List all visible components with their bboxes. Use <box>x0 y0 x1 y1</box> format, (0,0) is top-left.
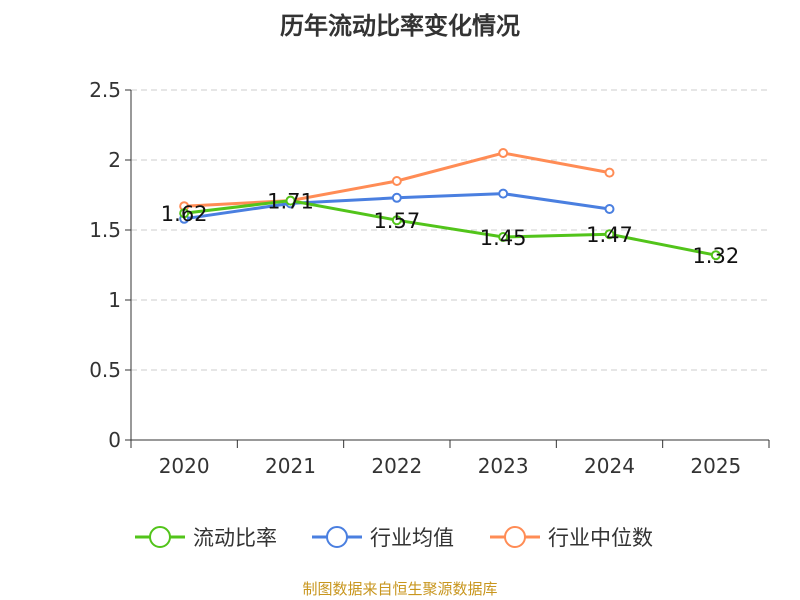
legend-label: 行业中位数 <box>548 526 653 550</box>
data-label: 1.45 <box>480 226 527 250</box>
data-point <box>498 188 509 199</box>
x-tick-label: 2023 <box>478 454 529 478</box>
data-label: 1.62 <box>161 202 208 226</box>
data-label: 1.47 <box>586 223 633 247</box>
x-tick-label: 2020 <box>159 454 210 478</box>
y-tick-label: 2.5 <box>89 78 121 102</box>
legend-marker <box>326 526 348 548</box>
data-point <box>604 229 615 240</box>
legend-label: 行业均值 <box>370 526 454 550</box>
x-tick-label: 2021 <box>265 454 316 478</box>
data-point <box>391 192 402 203</box>
y-tick-label: 1.5 <box>89 218 121 242</box>
x-tick-label: 2024 <box>584 454 635 478</box>
data-point <box>710 250 721 261</box>
chart-title: 历年流动比率变化情况 <box>280 12 520 40</box>
data-point <box>391 215 402 226</box>
x-tick-label: 2022 <box>371 454 422 478</box>
data-point <box>604 167 615 178</box>
legend-label: 流动比率 <box>193 526 277 550</box>
data-point <box>604 204 615 214</box>
data-label: 1.57 <box>373 209 420 233</box>
legend-marker <box>504 526 526 548</box>
legend-marker <box>149 526 171 548</box>
data-point <box>179 208 190 219</box>
series-line-0 <box>183 199 717 257</box>
data-point <box>285 195 296 206</box>
y-tick-label: 1 <box>108 288 121 312</box>
data-label: 1.32 <box>692 244 739 268</box>
y-tick-label: 0.5 <box>89 358 121 382</box>
data-point <box>498 232 509 242</box>
y-tick-label: 2 <box>108 148 121 172</box>
data-point <box>498 148 509 158</box>
source-note: 制图数据来自恒生聚源数据库 <box>302 580 498 598</box>
y-tick-label: 0 <box>108 428 121 452</box>
data-label: 1.71 <box>267 190 314 214</box>
data-point <box>391 176 402 186</box>
x-tick-label: 2025 <box>690 454 741 478</box>
